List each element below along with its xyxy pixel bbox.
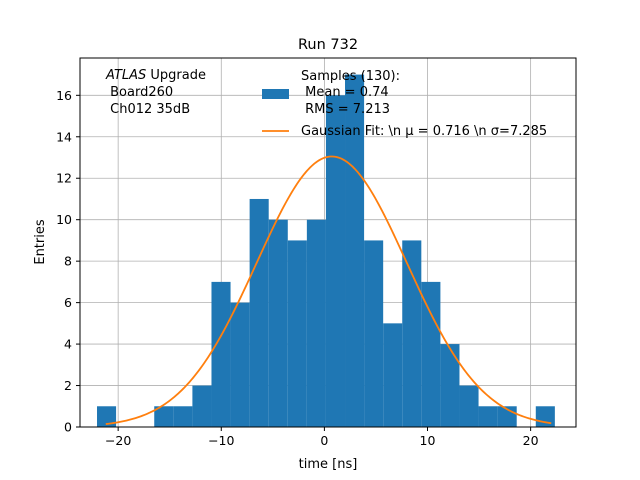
histogram-bar-13 bbox=[345, 74, 365, 428]
histogram-bar-16 bbox=[402, 240, 422, 427]
histogram-bar-23 bbox=[535, 406, 555, 427]
y-axis-ticks: 0 2 4 6 8 10 12 14 16 bbox=[56, 88, 80, 435]
y-tick-label-5: 10 bbox=[56, 212, 72, 227]
legend-samples-line-1: Samples (130): bbox=[301, 69, 400, 84]
histogram-bar-8 bbox=[249, 198, 269, 427]
annotation-italic: ATLAS bbox=[105, 68, 146, 83]
histogram-bar-10 bbox=[287, 240, 307, 427]
x-tick-label-3: 10 bbox=[420, 433, 436, 448]
y-tick-label-4: 8 bbox=[64, 254, 72, 269]
x-axis-ticks: −20 −10 0 10 20 bbox=[105, 427, 539, 448]
histogram-bar-7 bbox=[230, 302, 250, 427]
x-axis-label: time [ns] bbox=[299, 457, 358, 472]
histogram-bar-5 bbox=[192, 385, 212, 427]
chart-title: Run 732 bbox=[298, 37, 358, 53]
histogram-bar-3 bbox=[154, 406, 174, 427]
x-tick-label-2: 0 bbox=[320, 433, 328, 448]
y-tick-label-8: 16 bbox=[56, 88, 72, 103]
y-tick-label-3: 6 bbox=[64, 295, 72, 310]
histogram-bars bbox=[97, 74, 555, 428]
x-tick-label-1: −10 bbox=[208, 433, 234, 448]
legend-samples-patch bbox=[262, 89, 289, 99]
axes-frame bbox=[79, 57, 577, 428]
y-tick-label-1: 2 bbox=[64, 378, 72, 393]
y-tick-label-0: 0 bbox=[64, 420, 72, 435]
histogram-bar-4 bbox=[173, 406, 193, 427]
annotation-channel: Ch012 35dB bbox=[106, 102, 190, 117]
histogram-bar-12 bbox=[325, 95, 346, 427]
histogram-bar-11 bbox=[306, 219, 326, 427]
y-tick-label-7: 14 bbox=[56, 129, 72, 144]
legend-samples-line-3: RMS = 7.213 bbox=[301, 102, 390, 117]
y-tick-label-6: 12 bbox=[56, 171, 72, 186]
atlas-annotation: ATLAS Upgrade Board260 Ch012 35dB bbox=[105, 68, 206, 117]
histogram-bar-18 bbox=[440, 344, 460, 427]
x-tick-label-4: 20 bbox=[523, 433, 539, 448]
histogram-bar-0 bbox=[97, 406, 117, 427]
histogram-bar-9 bbox=[268, 219, 288, 427]
histogram-bar-20 bbox=[478, 406, 498, 427]
histogram-bar-6 bbox=[211, 281, 231, 427]
histogram-bar-15 bbox=[383, 323, 403, 427]
legend-samples-line-2: Mean = 0.74 bbox=[301, 85, 389, 100]
gaussian-fit-curve bbox=[105, 155, 552, 425]
svg-text:ATLAS Upgrade: ATLAS Upgrade bbox=[105, 68, 206, 83]
histogram-bar-17 bbox=[421, 281, 441, 427]
y-axis-label: Entries bbox=[33, 219, 48, 265]
legend-fit-label: Gaussian Fit: \n μ = 0.716 \n σ=7.285 bbox=[301, 124, 547, 139]
y-tick-label-2: 4 bbox=[64, 337, 72, 352]
annotation-board: Board260 bbox=[106, 85, 173, 100]
legend: Samples (130): Mean = 0.74 RMS = 7.213 G… bbox=[262, 69, 547, 139]
histogram-bar-19 bbox=[459, 385, 479, 427]
x-tick-label-0: −20 bbox=[105, 433, 131, 448]
histogram-bar-14 bbox=[364, 240, 384, 427]
annotation-rest: Upgrade bbox=[146, 68, 206, 83]
